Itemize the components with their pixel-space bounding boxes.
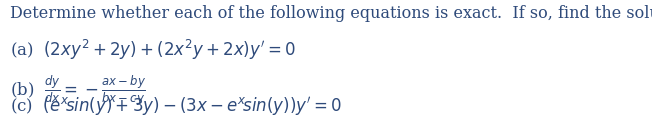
Text: (c)  $(e^x\!sin(y) + 3y) - (3x - e^x\!sin(y))y' = 0$: (c) $(e^x\!sin(y) + 3y) - (3x - e^x\!sin… [10,95,342,118]
Text: (a)  $(2xy^2 + 2y) + (2x^2y + 2x)y' = 0$: (a) $(2xy^2 + 2y) + (2x^2y + 2x)y' = 0$ [10,38,295,62]
Text: Determine whether each of the following equations is exact.  If so, find the sol: Determine whether each of the following … [10,5,652,22]
Text: (b)  $\frac{dy}{dx} = -\frac{ax-by}{bx-cy}$: (b) $\frac{dy}{dx} = -\frac{ax-by}{bx-cy… [10,74,146,109]
